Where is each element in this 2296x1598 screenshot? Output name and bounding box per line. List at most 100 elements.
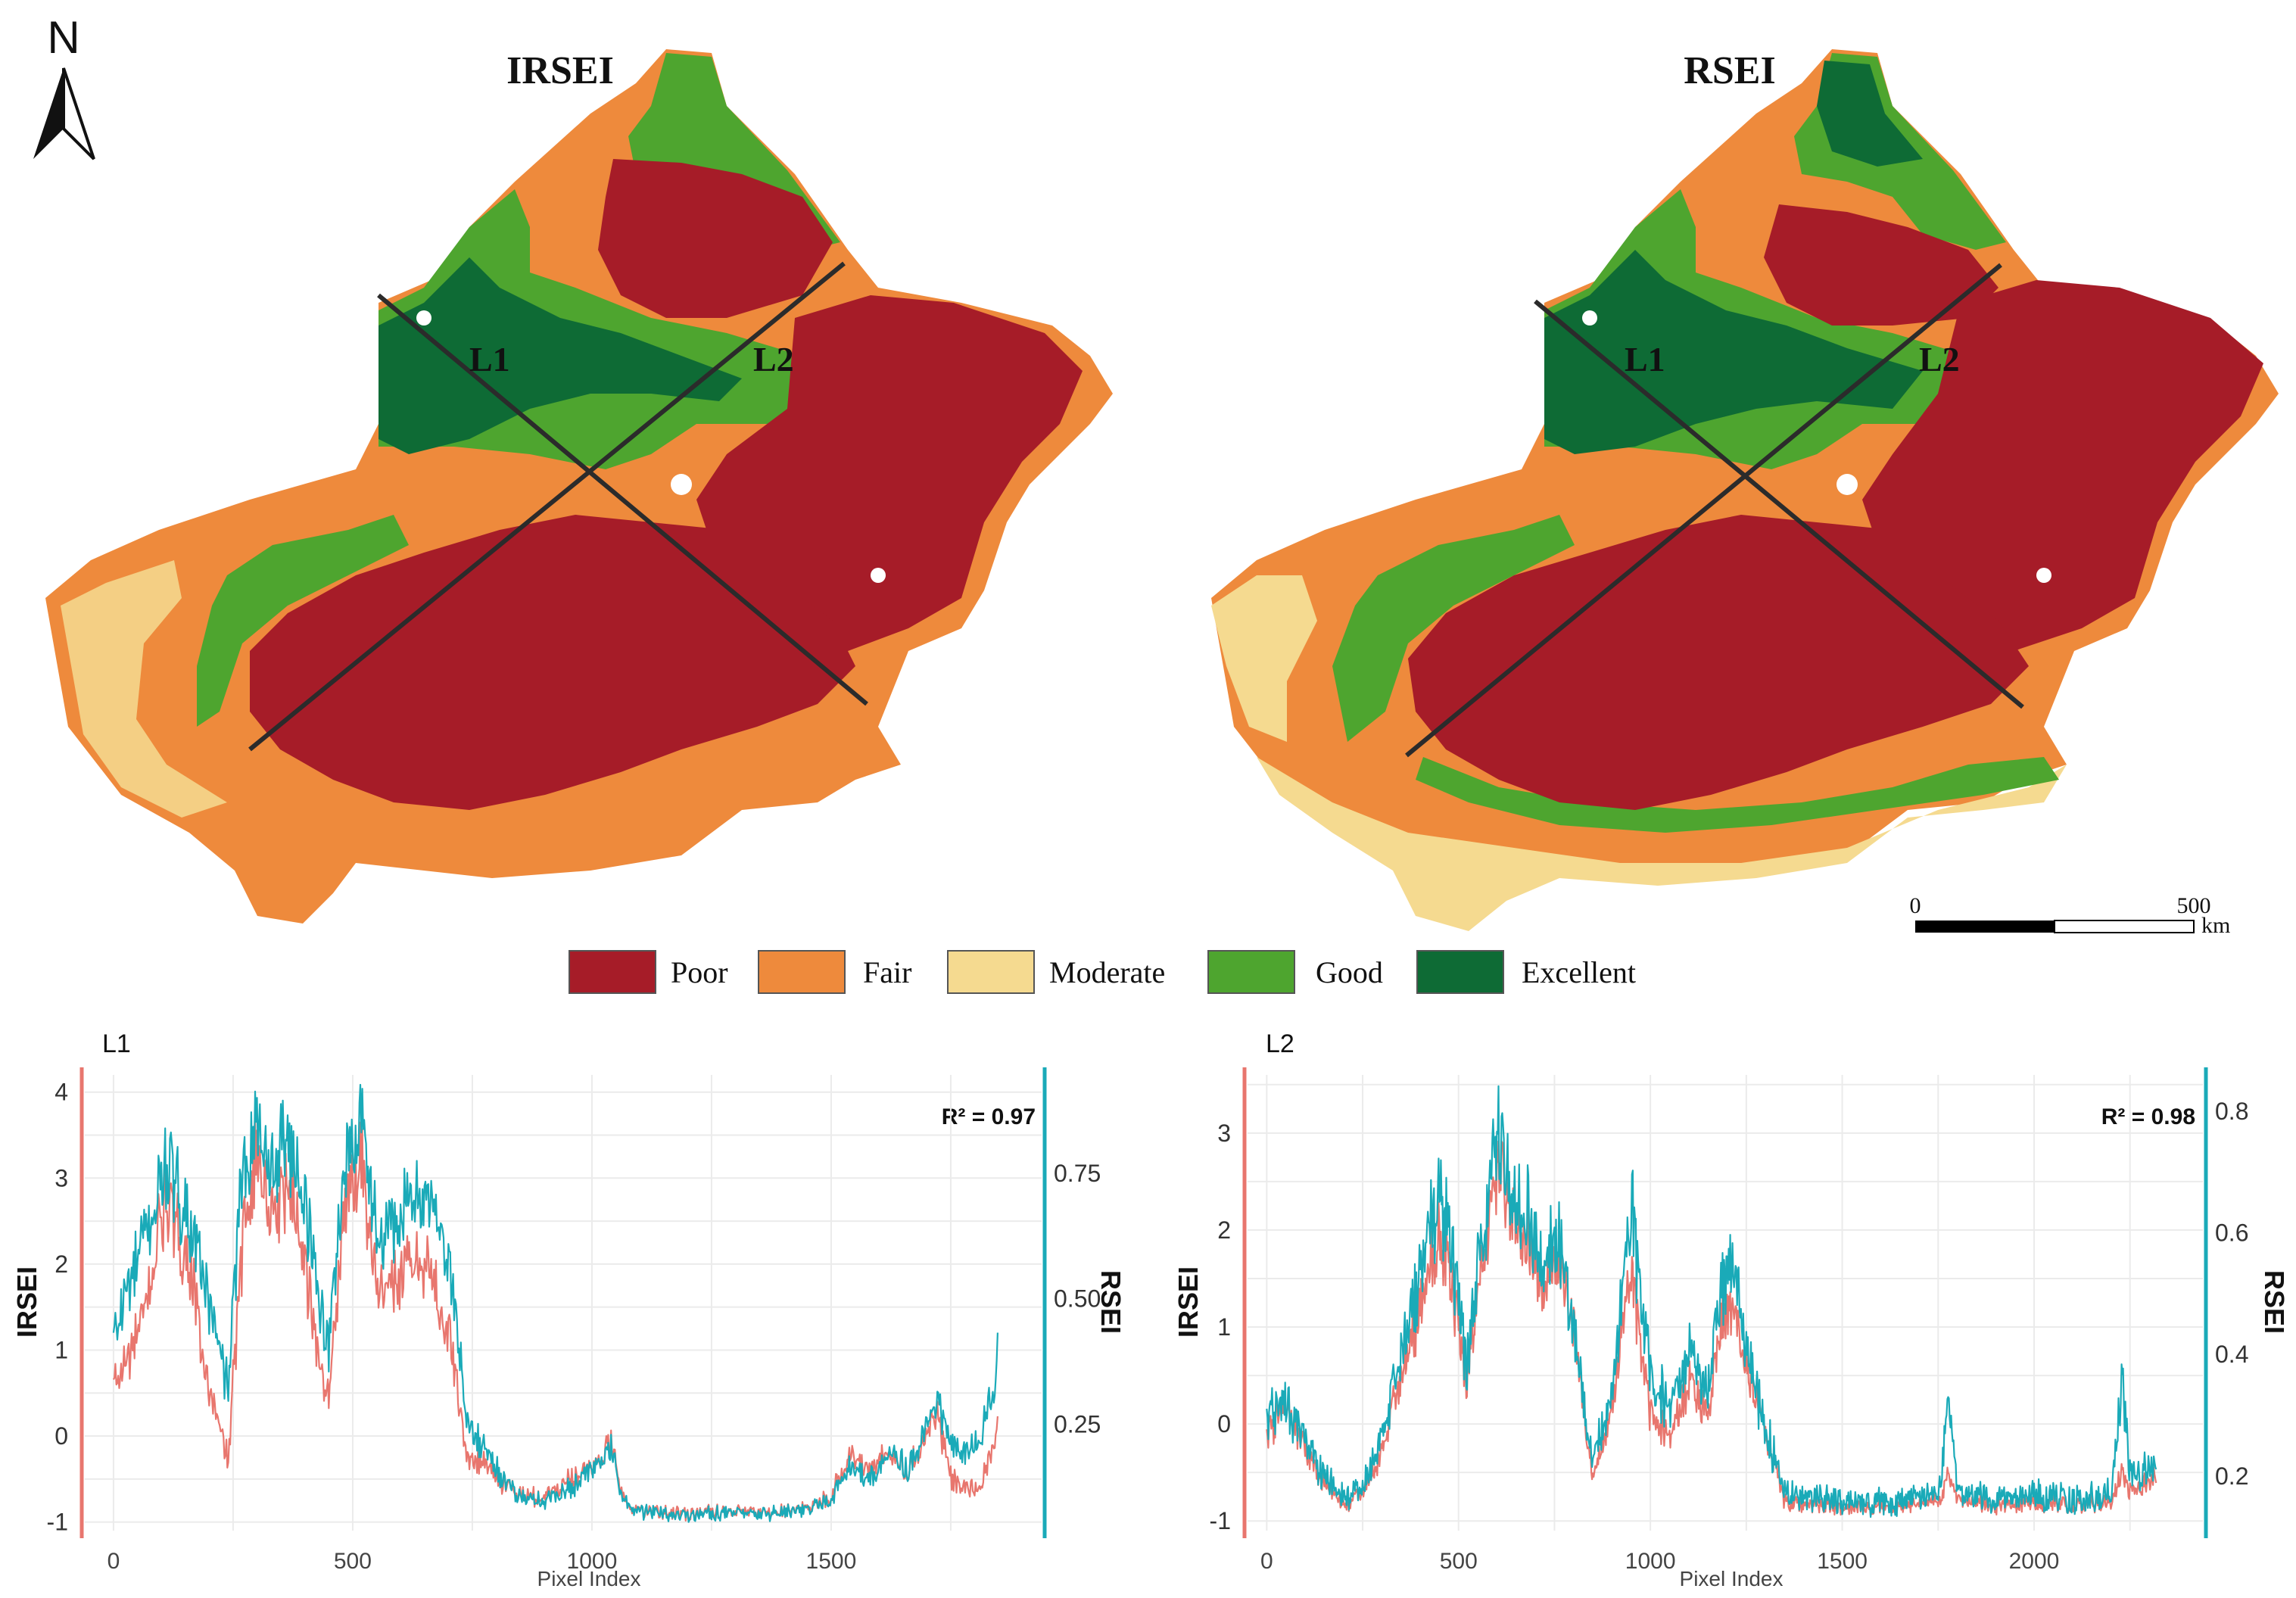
scale-bar-black-segment [1915,920,2055,933]
chart-l2: L2 R² = 0.98 0 500 1000 1500 2000 -1 0 1 2 3 0.2 0.… [1173,1030,2290,1590]
y-left-tick-label: 4 [55,1079,68,1106]
irsei-map-poor-east [696,295,1083,651]
irsei-map-poor-tarim [250,515,855,810]
rsei-map-moderate-west [1211,575,1317,742]
y-right-tick-label: 0.75 [1054,1160,1101,1187]
north-arrow-left-icon [33,68,64,159]
north-label: N [47,12,79,63]
y-left-tick-label: 2 [55,1251,68,1278]
chart-l1-series [112,1083,998,1523]
chart-l2-annotation: R² = 0.98 [2101,1104,2195,1129]
y-left-tick-label: 3 [1217,1120,1231,1147]
y-left-tick-label: -1 [47,1509,68,1536]
irsei-map-lake [671,474,692,495]
series-line-rsei [1266,1085,2157,1519]
chart-l2-x-label: Pixel Index [1680,1567,1784,1590]
legend-swatch-excellent [1416,950,1504,994]
y-right-tick-label: 0.50 [1054,1285,1101,1313]
x-tick-label: 1500 [806,1549,857,1574]
legend-label-fair: Fair [863,955,911,989]
irsei-map: L1 L2 IRSEI [45,49,1113,924]
irsei-map-poor-junggar [598,159,833,318]
x-tick-label: 500 [1440,1549,1478,1574]
x-tick-label: 500 [334,1549,372,1574]
y-right-tick-label: 0.25 [1054,1410,1101,1438]
legend-label-good: Good [1316,955,1383,989]
legend-swatch-poor [569,950,656,994]
north-arrow: N [33,12,95,160]
map-legend: Poor Fair Moderate Good Excellent [569,950,1636,994]
maps-panel: N L1 L2 IRSEI [33,12,2279,994]
y-left-tick-label: 3 [55,1164,68,1191]
rsei-map-moderate-south [1257,757,2067,931]
y-left-tick-label: -1 [1210,1507,1231,1534]
rsei-l2-label: L2 [1919,340,1960,378]
rsei-map-lake [1582,310,1597,326]
chart-l2-axes: 0 500 1000 1500 2000 -1 0 1 2 3 0.2 0.4 0.6 0.8 [1210,1067,2248,1574]
legend-item-good: Good [1207,950,1383,994]
legend-item-excellent: Excellent [1416,950,1636,994]
legend-label-moderate: Moderate [1049,955,1165,989]
x-tick-label: 0 [107,1549,120,1574]
y-left-tick-label: 1 [1217,1313,1231,1341]
north-arrow-right-icon [62,67,95,160]
scale-bar-white-segment [2054,920,2195,933]
rsei-map-poor-east [1862,280,2263,651]
irsei-l2-label: L2 [753,340,794,378]
legend-swatch-moderate [947,950,1035,994]
legend-swatch-fair [758,950,846,994]
irsei-map-good-west [197,515,409,727]
irsei-transect-l1 [377,293,868,706]
chart-l2-title: L2 [1266,1030,1294,1058]
chart-l1-axes: 0 500 1000 1500 -1 0 1 2 3 4 0.25 0.50 0.75 [47,1067,1101,1574]
y-right-tick-label: 0.6 [2215,1220,2248,1247]
x-tick-label: 0 [1260,1549,1273,1574]
y-right-tick-label: 0.8 [2215,1098,2248,1125]
legend-item-moderate: Moderate [947,950,1165,994]
chart-l1-right-axis-label: RSEI [1095,1270,1126,1334]
rsei-transect-l2 [1405,263,2002,758]
rsei-map-good-west [1332,515,1575,742]
chart-l2-grid [1248,1075,2203,1531]
scale-bar: 0 500 km [1910,893,2231,938]
chart-l1-title: L1 [102,1030,131,1058]
irsei-map-moderate-south [61,560,227,818]
x-tick-label: 1000 [567,1549,618,1574]
rsei-map-lake [2036,568,2051,583]
series-line-rsei [112,1083,998,1523]
y-left-tick-label: 2 [1217,1216,1231,1244]
legend-label-poor: Poor [671,955,728,989]
rsei-map-excellent-north [1817,61,1923,167]
irsei-map-lake [871,568,886,583]
rsei-map-poor-junggar [1764,204,1998,326]
irsei-l1-label: L1 [469,340,510,378]
y-left-tick-label: 0 [55,1422,68,1450]
irsei-map-excellent-tianshan [379,257,742,454]
irsei-map-lake [416,310,431,326]
rsei-map-poor-tarim [1408,515,2029,810]
scale-bar-unit-label: km [2201,913,2230,938]
irsei-transect-l2 [248,261,846,752]
chart-l2-left-axis-label: IRSEI [1173,1266,1204,1338]
scale-bar-start-label: 0 [1910,893,1921,918]
rsei-map: L1 L2 RSEI [1211,49,2279,931]
y-right-tick-label: 0.4 [2215,1341,2248,1368]
y-right-tick-label: 0.2 [2215,1462,2248,1490]
scale-bar-end-label: 500 [2177,893,2211,918]
x-tick-label: 1000 [1625,1549,1676,1574]
chart-l1-x-label: Pixel Index [537,1567,641,1590]
rsei-map-title: RSEI [1684,49,1775,92]
chart-l2-right-axis-label: RSEI [2259,1270,2290,1334]
legend-swatch-good [1207,950,1295,994]
x-tick-label: 2000 [2009,1549,2060,1574]
chart-l2-series [1266,1085,2157,1519]
y-left-tick-label: 1 [55,1336,68,1363]
chart-l1-left-axis-label: IRSEI [11,1266,42,1338]
series-line-irsei [1266,1140,2157,1517]
rsei-map-excellent-tianshan [1544,250,1923,454]
irsei-map-title: IRSEI [506,49,614,92]
chart-l1: L1 R² = 0.97 0 500 1000 1500 -1 0 1 2 3 4 0.25 0.50… [11,1030,1126,1590]
legend-label-excellent: Excellent [1522,955,1636,989]
chart-l1-annotation: R² = 0.97 [942,1104,1036,1129]
